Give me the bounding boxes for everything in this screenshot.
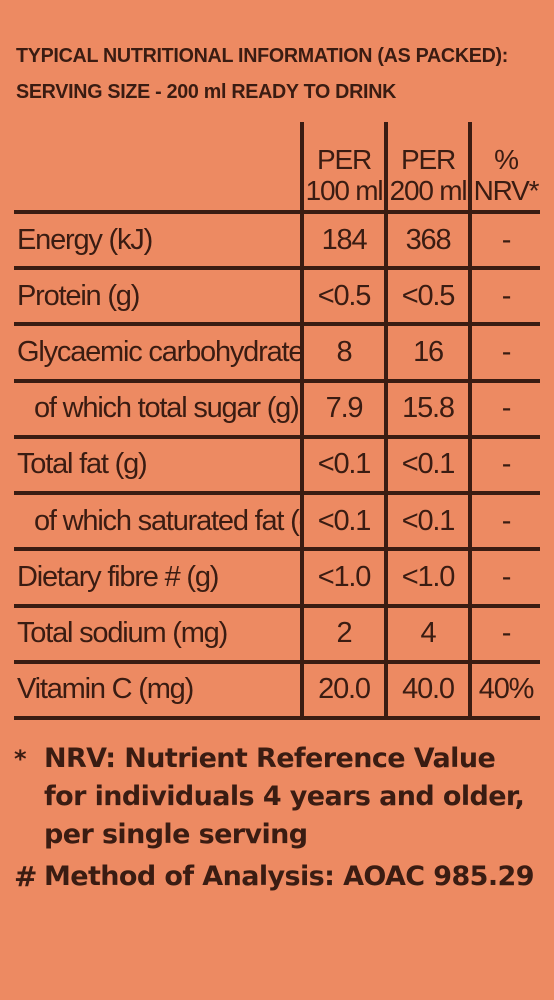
footnotes: * NRV: Nutrient Reference Value for indi… bbox=[14, 740, 544, 896]
value-per-100ml: <1.0 bbox=[300, 549, 386, 608]
value-per-200ml: 40.0 bbox=[384, 661, 470, 721]
table-row: Energy (kJ) 184 368 - bbox=[14, 212, 540, 271]
nutrient-label: Total sodium (mg) bbox=[14, 605, 302, 664]
table-row: of which saturated fat (g) <0.1 <0.1 - bbox=[14, 493, 540, 552]
table-row: Vitamin C (mg) 20.0 40.0 40% bbox=[14, 661, 540, 721]
value-nrv: - bbox=[468, 549, 540, 608]
value-nrv: - bbox=[468, 324, 540, 383]
column-header-per-100ml: PER 100 ml bbox=[300, 122, 386, 214]
value-per-100ml: <0.1 bbox=[300, 493, 386, 552]
header-title: TYPICAL NUTRITIONAL INFORMATION (AS PACK… bbox=[16, 44, 509, 67]
nutrient-label: Glycaemic carbohydrate (g) bbox=[14, 324, 302, 383]
table-row: of which total sugar (g) 7.9 15.8 - bbox=[14, 380, 540, 439]
value-per-200ml: <1.0 bbox=[384, 549, 470, 608]
nutrition-header: TYPICAL NUTRITIONAL INFORMATION (AS PACK… bbox=[16, 38, 525, 110]
nutrient-sublabel: of which saturated fat (g) bbox=[14, 493, 302, 552]
value-nrv: 40% bbox=[468, 661, 540, 721]
nutrient-label: Protein (g) bbox=[14, 268, 302, 327]
value-per-100ml: 8 bbox=[300, 324, 386, 383]
serving-size: SERVING SIZE - 200 ml READY TO DRINK bbox=[16, 80, 397, 103]
value-nrv: - bbox=[468, 493, 540, 552]
footnote-method-text: Method of Analysis: AOAC 985.29 bbox=[44, 861, 535, 892]
value-nrv: - bbox=[468, 268, 540, 327]
nutrition-rows: Energy (kJ) 184 368 - Protein (g) <0.5 <… bbox=[14, 212, 540, 721]
value-per-200ml: 16 bbox=[384, 324, 470, 383]
nutrition-table: PER 100 ml PER 200 ml % NRV* Energy (kJ)… bbox=[14, 122, 540, 721]
value-nrv: - bbox=[468, 436, 540, 496]
value-per-200ml: 4 bbox=[384, 605, 470, 664]
value-nrv: - bbox=[468, 212, 540, 271]
footnote-nrv-text: NRV: Nutrient Reference Value for indivi… bbox=[44, 743, 525, 850]
nutrient-label: Energy (kJ) bbox=[14, 212, 302, 271]
nutrient-label: Dietary fibre # (g) bbox=[14, 549, 302, 608]
nutrient-label: Vitamin C (mg) bbox=[14, 661, 302, 721]
value-per-200ml: <0.5 bbox=[384, 268, 470, 327]
hash-mark: # bbox=[14, 860, 37, 893]
value-per-100ml: 7.9 bbox=[300, 380, 386, 439]
value-per-100ml: <0.1 bbox=[300, 436, 386, 496]
table-row: Glycaemic carbohydrate (g) 8 16 - bbox=[14, 324, 540, 383]
column-header-per-200ml: PER 200 ml bbox=[384, 122, 470, 214]
table-row: Total fat (g) <0.1 <0.1 - bbox=[14, 436, 540, 496]
table-header-row: PER 100 ml PER 200 ml % NRV* bbox=[14, 122, 540, 214]
value-per-200ml: 368 bbox=[384, 212, 470, 271]
nutrient-label: Total fat (g) bbox=[14, 436, 302, 496]
value-per-100ml: 20.0 bbox=[300, 661, 386, 721]
value-per-200ml: 15.8 bbox=[384, 380, 470, 439]
value-per-200ml: <0.1 bbox=[384, 493, 470, 552]
column-header-nrv: % NRV* bbox=[468, 122, 540, 214]
value-nrv: - bbox=[468, 380, 540, 439]
value-per-100ml: 2 bbox=[300, 605, 386, 664]
asterisk-mark: * bbox=[14, 745, 27, 773]
value-per-100ml: 184 bbox=[300, 212, 386, 271]
header-blank-cell bbox=[14, 122, 302, 214]
value-per-200ml: <0.1 bbox=[384, 436, 470, 496]
value-per-100ml: <0.5 bbox=[300, 268, 386, 327]
value-nrv: - bbox=[468, 605, 540, 664]
nutrient-sublabel: of which total sugar (g) bbox=[14, 380, 302, 439]
table-row: Total sodium (mg) 2 4 - bbox=[14, 605, 540, 664]
table-row: Dietary fibre # (g) <1.0 <1.0 - bbox=[14, 549, 540, 608]
footnote-nrv: * NRV: Nutrient Reference Value for indi… bbox=[14, 740, 544, 854]
footnote-method: # Method of Analysis: AOAC 985.29 bbox=[14, 858, 544, 896]
table-row: Protein (g) <0.5 <0.5 - bbox=[14, 268, 540, 327]
